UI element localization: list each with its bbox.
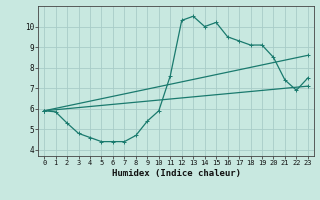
X-axis label: Humidex (Indice chaleur): Humidex (Indice chaleur)	[111, 169, 241, 178]
